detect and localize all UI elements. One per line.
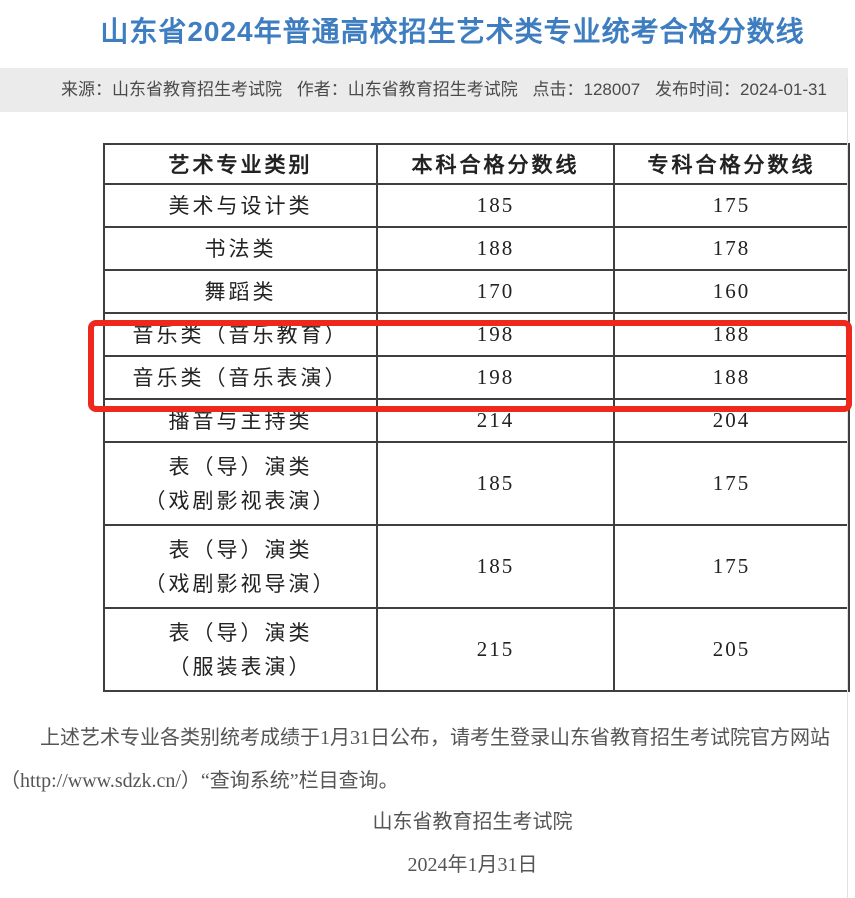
- meta-author-value: 山东省教育招生考试院: [347, 80, 518, 99]
- table-row-highlighted: 音乐类（音乐表演） 198 188: [103, 355, 850, 400]
- meta-clicks-label: 点击：: [532, 80, 584, 99]
- category-cell: 音乐类（音乐教育）: [103, 312, 378, 357]
- header-cell-category: 艺术专业类别: [103, 143, 378, 185]
- benke-score-cell: 185: [376, 524, 615, 609]
- benke-score-cell: 198: [376, 355, 615, 400]
- benke-score-cell: 214: [376, 398, 615, 443]
- benke-score-cell: 198: [376, 312, 615, 357]
- zhuanke-score-cell: 188: [613, 312, 850, 357]
- category-cell: 音乐类（音乐表演）: [103, 355, 378, 400]
- category-cell: 播音与主持类: [103, 398, 378, 443]
- category-cell: 表（导）演类 （服装表演）: [103, 607, 378, 692]
- category-cell: 表（导）演类 （戏剧影视导演）: [103, 524, 378, 609]
- table-row: 表（导）演类 （服装表演） 215 205: [103, 607, 850, 692]
- article-meta-bar: 来源：山东省教育招生考试院 作者：山东省教育招生考试院 点击：128007 发布…: [0, 68, 848, 112]
- benke-score-cell: 188: [376, 226, 615, 271]
- table-header-row: 艺术专业类别 本科合格分数线 专科合格分数线: [103, 143, 850, 185]
- zhuanke-score-cell: 175: [613, 183, 850, 228]
- footer-date: 2024年1月31日: [407, 854, 538, 876]
- table-row: 舞蹈类 170 160: [103, 269, 850, 314]
- meta-source: 来源：山东省教育招生考试院: [61, 80, 287, 99]
- zhuanke-score-cell: 205: [613, 607, 850, 692]
- header-cell-benke: 本科合格分数线: [376, 143, 615, 185]
- meta-author-label: 作者：: [296, 80, 348, 99]
- category-cell: 美术与设计类: [103, 183, 378, 228]
- table-row: 美术与设计类 185 175: [103, 183, 850, 228]
- benke-score-cell: 185: [376, 441, 615, 526]
- meta-publish-label: 发布时间：: [654, 80, 740, 99]
- meta-source-label: 来源：: [61, 80, 113, 99]
- benke-score-cell: 170: [376, 269, 615, 314]
- scores-table: 艺术专业类别 本科合格分数线 专科合格分数线 美术与设计类 185 175 书法…: [103, 143, 850, 692]
- meta-clicks-value: 128007: [583, 80, 641, 99]
- benke-score-cell: 185: [376, 183, 615, 228]
- category-cell: 舞蹈类: [103, 269, 378, 314]
- zhuanke-score-cell: 204: [613, 398, 850, 443]
- footer-signature: 山东省教育招生考试院: [372, 811, 573, 833]
- zhuanke-score-cell: 160: [613, 269, 850, 314]
- table-row: 表（导）演类 （戏剧影视表演） 185 175: [103, 441, 850, 526]
- category-cell: 书法类: [103, 226, 378, 271]
- page-right-edge: [847, 78, 848, 898]
- meta-clicks: 点击：128007: [533, 80, 645, 99]
- benke-score-cell: 215: [376, 607, 615, 692]
- table-row: 播音与主持类 214 204: [103, 398, 850, 443]
- meta-author: 作者：山东省教育招生考试院: [297, 80, 523, 99]
- scores-table-container: 艺术专业类别 本科合格分数线 专科合格分数线 美术与设计类 185 175 书法…: [103, 143, 855, 692]
- zhuanke-score-cell: 188: [613, 355, 850, 400]
- zhuanke-score-cell: 175: [613, 524, 850, 609]
- footer-note-line1: 上述艺术专业各类别统考成绩于1月31日公布，请考生登录山东省教育招生考试院官方网…: [40, 727, 830, 749]
- footer-note-line2: （http://www.sdzk.cn/）“查询系统”栏目查询。: [0, 770, 399, 792]
- meta-publish-value: 2024-01-31: [739, 80, 827, 99]
- meta-publish-time: 发布时间：2024-01-31: [655, 80, 827, 99]
- table-row-highlighted: 音乐类（音乐教育） 198 188: [103, 312, 850, 357]
- footer-note: 上述艺术专业各类别统考成绩于1月31日公布，请考生登录山东省教育招生考试院官方网…: [0, 717, 855, 803]
- zhuanke-score-cell: 175: [613, 441, 850, 526]
- category-cell: 表（导）演类 （戏剧影视表演）: [103, 441, 378, 526]
- table-row: 书法类 188 178: [103, 226, 850, 271]
- table-row: 表（导）演类 （戏剧影视导演） 185 175: [103, 524, 850, 609]
- page-title: 山东省2024年普通高校招生艺术类专业统考合格分数线: [100, 16, 805, 47]
- meta-source-value: 山东省教育招生考试院: [112, 80, 283, 99]
- header-cell-zhuanke: 专科合格分数线: [613, 143, 850, 185]
- zhuanke-score-cell: 178: [613, 226, 850, 271]
